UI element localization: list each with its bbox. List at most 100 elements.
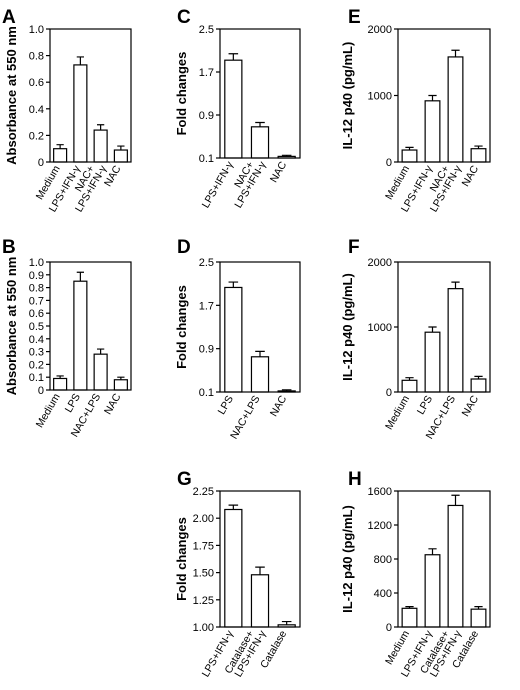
category-label-b-3: NAC — [102, 391, 124, 417]
y-tick-label-d-3: 2.5 — [199, 257, 214, 269]
error-bar-d-0 — [228, 281, 239, 288]
bar-f-3 — [470, 378, 487, 393]
bar-d-0 — [224, 286, 243, 393]
y-tick-label-c-2: 1.7 — [199, 67, 214, 79]
y-tick-label-b-4: 0.4 — [29, 334, 44, 346]
error-bar-h-2 — [451, 494, 460, 506]
plot-frame-b — [49, 261, 132, 391]
y-axis-label-a: Absorbance at 550 nm — [4, 26, 19, 165]
error-bar-f-2 — [451, 281, 460, 289]
error-bar-b-2 — [96, 348, 105, 355]
panel-letter-h: H — [348, 469, 362, 490]
bar-a-3 — [113, 149, 128, 163]
error-bar-f-0 — [405, 377, 414, 381]
bar-a-1 — [73, 64, 88, 163]
error-bar-d-1 — [255, 350, 265, 357]
bar-a-2 — [93, 129, 108, 163]
bar-b-3 — [113, 379, 128, 391]
category-label-c-0: LPS+IFN-γ — [200, 159, 237, 210]
plot-frame-e — [397, 28, 491, 163]
y-axis-label-g: Fold changes — [174, 517, 189, 601]
y-tick-label-b-2: 0.2 — [29, 359, 44, 371]
plot-frame-a — [49, 28, 132, 163]
y-tick-label-b-1: 0.1 — [29, 372, 44, 384]
bar-g-1 — [250, 574, 270, 628]
y-tick-label-g-0: 1.00 — [193, 622, 214, 634]
y-tick-label-g-5: 2.25 — [193, 486, 214, 498]
y-axis-label-e: IL-12 p40 (pg/mL) — [340, 42, 355, 150]
error-bar-b-0 — [56, 375, 64, 379]
category-label-a-3: NAC — [102, 163, 124, 189]
y-axis-label-h: IL-12 p40 (pg/mL) — [340, 505, 355, 613]
category-label-b-0: Medium — [34, 391, 63, 430]
y-tick-label-c-1: 0.9 — [199, 110, 214, 122]
category-label-f-0: Medium — [383, 393, 412, 432]
y-tick-label-f-0: 0 — [386, 387, 392, 399]
plot-frame-c — [219, 28, 301, 159]
y-tick-label-b-3: 0.3 — [29, 347, 44, 359]
error-bar-c-2 — [281, 154, 292, 157]
error-bar-h-3 — [474, 606, 483, 610]
y-tick-label-d-1: 0.9 — [199, 344, 214, 356]
y-tick-label-b-9: 0.9 — [29, 270, 44, 282]
y-tick-label-h-1: 400 — [374, 588, 392, 600]
bar-c-1 — [250, 126, 270, 159]
bar-f-2 — [447, 288, 464, 393]
error-bar-e-2 — [451, 49, 460, 57]
y-tick-label-c-0: 0.1 — [199, 153, 214, 165]
error-bar-a-0 — [56, 144, 64, 149]
category-label-d-0: LPS — [216, 394, 236, 417]
category-label-d-2: NAC — [268, 393, 290, 419]
y-tick-label-c-3: 2.5 — [199, 24, 214, 36]
error-bar-b-3 — [117, 376, 125, 380]
bar-e-1 — [424, 100, 441, 163]
y-tick-label-g-2: 1.50 — [193, 568, 214, 580]
y-axis-label-b: Absorbance at 550 nm — [4, 257, 19, 396]
error-bar-h-1 — [428, 548, 437, 555]
y-tick-label-b-10: 1.0 — [29, 257, 44, 269]
bar-a-0 — [53, 148, 68, 163]
bar-b-1 — [73, 280, 88, 391]
panel-h: HIL-12 p40 (pg/mL)040080012001600MediumL… — [340, 469, 491, 679]
y-tick-label-h-3: 1200 — [368, 520, 392, 532]
bar-h-0 — [401, 607, 418, 628]
panel-letter-c: C — [177, 7, 191, 28]
category-label-e-3: NAC — [460, 163, 482, 189]
plot-frame-g — [219, 490, 301, 628]
y-tick-label-h-0: 0 — [386, 622, 392, 634]
error-bar-a-1 — [76, 56, 85, 65]
y-tick-label-g-4: 2.00 — [193, 513, 214, 525]
bar-b-0 — [53, 377, 68, 391]
error-bar-e-0 — [405, 146, 414, 151]
y-tick-label-a-5: 1.0 — [29, 24, 44, 36]
bar-h-1 — [424, 554, 441, 628]
y-tick-label-d-2: 1.7 — [199, 300, 214, 312]
error-bar-a-3 — [117, 145, 125, 151]
error-bar-c-0 — [228, 53, 239, 61]
error-bar-c-1 — [255, 121, 265, 127]
error-bar-f-3 — [474, 375, 483, 379]
y-tick-label-b-5: 0.5 — [29, 321, 44, 333]
y-tick-label-b-0: 0 — [38, 385, 44, 397]
error-bar-g-2 — [281, 620, 292, 625]
bar-h-2 — [447, 504, 464, 628]
y-tick-label-g-1: 1.25 — [193, 595, 214, 607]
y-tick-label-a-4: 0.8 — [29, 51, 44, 63]
y-tick-label-e-0: 0 — [386, 157, 392, 169]
bar-g-0 — [224, 508, 243, 628]
y-tick-label-f-1: 1000 — [368, 322, 392, 334]
error-bar-h-0 — [405, 606, 414, 609]
error-bar-g-0 — [228, 504, 239, 510]
bar-f-1 — [424, 331, 441, 393]
bar-f-0 — [401, 379, 418, 393]
panel-e: EIL-12 p40 (pg/mL)010002000MediumLPS+IFN… — [340, 7, 491, 214]
bar-b-2 — [93, 353, 108, 391]
y-tick-label-e-2: 2000 — [368, 24, 392, 36]
